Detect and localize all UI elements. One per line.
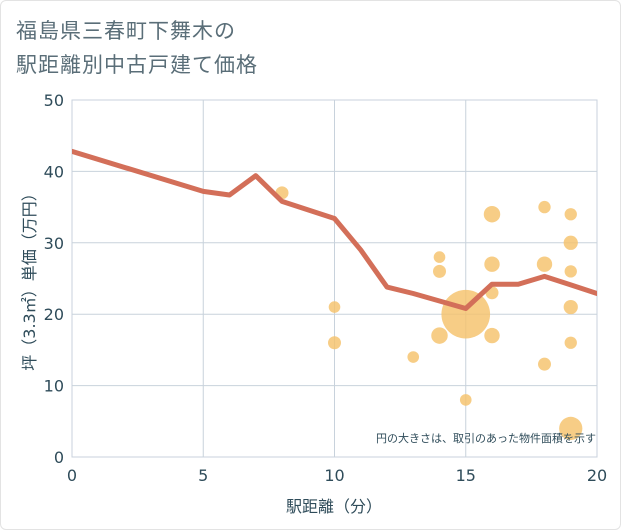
data-bubble [302,86,315,99]
chart-title-line-1: 福島県三春町下舞木の [16,19,236,43]
x-tick-label: 5 [198,466,208,485]
x-tick-label: 15 [456,466,476,485]
data-bubble [564,265,577,278]
size-note: 円の大きさは、取引のあった物件面積を示す [376,431,596,445]
data-bubble [563,299,578,315]
data-bubble [328,301,341,313]
data-bubble [564,208,577,221]
x-axis-label: 駅距離（分） [286,497,382,516]
data-bubble [559,416,583,441]
data-bubble [459,394,472,406]
y-tick-label: 40 [44,162,64,181]
trend-line [72,148,597,311]
x-tick-label: 20 [587,466,607,485]
y-tick-labels: 0 10 20 30 40 50 [44,91,64,467]
x-tick-label: 0 [67,466,77,485]
data-bubble [536,256,553,272]
y-tick-label: 20 [44,305,64,324]
data-bubble [484,256,500,272]
x-tick-label: 10 [324,466,344,485]
data-bubble [433,264,446,278]
y-tick-label: 30 [44,234,64,253]
data-bubble [483,206,501,223]
chart-title-line-2: 駅距離別中古戸建て価格 [16,53,258,77]
data-bubble [431,327,448,344]
data-bubble [538,357,551,371]
data-bubble [433,251,446,263]
data-bubble [564,336,577,349]
chart-title: 福島県三春町下舞木の 駅距離別中古戸建て価格 [16,14,258,82]
data-bubble [328,336,341,350]
y-tick-label: 0 [54,448,64,467]
plot-border [71,99,598,458]
data-bubble [538,200,551,214]
y-tick-label: 50 [44,91,64,110]
data-bubble [563,235,578,250]
y-axis-label: 坪（3.3㎡）単価（万円） [20,185,39,370]
data-bubble [407,351,420,363]
grid-lines [71,99,598,458]
x-tick-labels: 0 5 10 15 20 [67,466,607,485]
trend-layer [72,148,597,311]
y-tick-label: 10 [44,377,64,396]
data-bubble [484,327,500,344]
bubble-layer [275,86,583,441]
data-bubble [441,289,491,339]
